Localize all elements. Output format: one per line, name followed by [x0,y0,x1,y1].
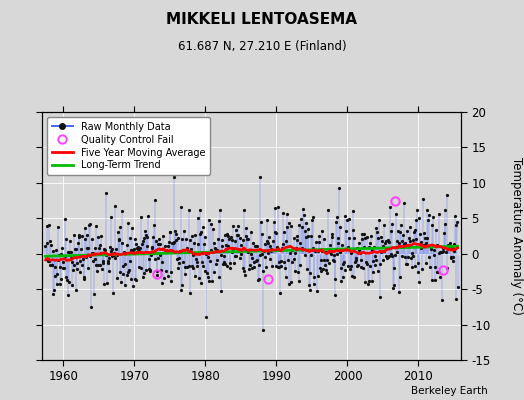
Y-axis label: Temperature Anomaly (°C): Temperature Anomaly (°C) [510,157,523,315]
Text: Berkeley Earth: Berkeley Earth [411,386,487,396]
Text: 61.687 N, 27.210 E (Finland): 61.687 N, 27.210 E (Finland) [178,40,346,53]
Legend: Raw Monthly Data, Quality Control Fail, Five Year Moving Average, Long-Term Tren: Raw Monthly Data, Quality Control Fail, … [47,117,210,175]
Text: MIKKELI LENTOASEMA: MIKKELI LENTOASEMA [167,12,357,27]
